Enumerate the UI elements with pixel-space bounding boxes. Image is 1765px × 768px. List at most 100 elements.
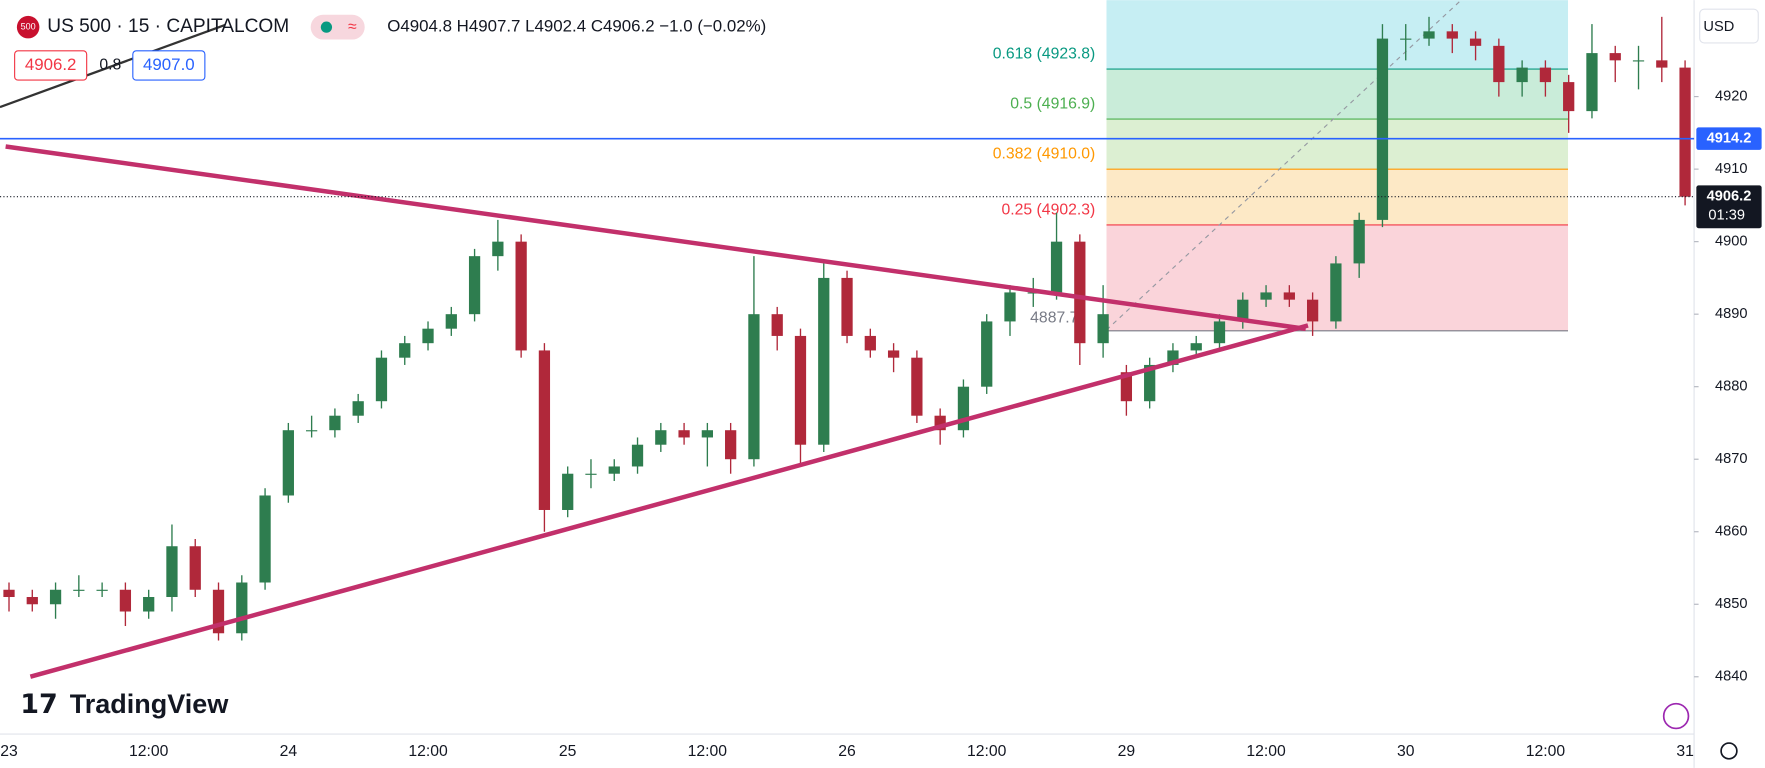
candle-body xyxy=(3,589,15,598)
candle-body xyxy=(655,430,667,445)
candle-body xyxy=(1306,299,1319,322)
candle-body xyxy=(794,335,807,445)
candle-body xyxy=(73,589,85,591)
candle-body xyxy=(1097,314,1109,344)
candle-body xyxy=(1237,299,1249,322)
symbol: US 500 · 15 · CAPITALCOM xyxy=(47,16,289,37)
candle-body xyxy=(352,401,364,416)
triangle-upper xyxy=(5,144,1307,332)
candle-body xyxy=(1539,67,1552,83)
candle-body xyxy=(1190,343,1202,351)
candle-body xyxy=(329,415,341,431)
candle-body xyxy=(399,343,411,358)
y-tick-label: 4910 xyxy=(1715,161,1748,177)
settings-icon[interactable] xyxy=(1720,742,1738,760)
y-tick-label: 4850 xyxy=(1715,596,1748,612)
candle-body xyxy=(911,357,923,416)
y-tick-label: 4900 xyxy=(1715,234,1748,250)
x-tick-label: 12:00 xyxy=(1526,743,1566,760)
candle-body xyxy=(143,597,155,612)
x-tick-label: 12:00 xyxy=(408,743,448,760)
candle-body xyxy=(1283,292,1295,300)
x-tick-label: 12:00 xyxy=(967,743,1007,760)
fib-level-label: 4887.7 xyxy=(1030,310,1078,327)
last-price-box xyxy=(1696,185,1762,229)
x-tick-label: 12:00 xyxy=(1246,743,1286,760)
x-tick-label: 29 xyxy=(1118,743,1136,760)
candle-body xyxy=(119,589,132,612)
candles xyxy=(3,16,1691,641)
logo-mark: 𝟭𝟳 xyxy=(20,689,58,719)
currency[interactable]: USD xyxy=(1703,19,1734,35)
candle-body xyxy=(445,314,457,329)
bid[interactable]: 4906.2 xyxy=(25,55,77,74)
fib-level-label: 0.5 (4916.9) xyxy=(1010,96,1095,113)
candle-body xyxy=(1144,364,1156,402)
x-tick-label: 23 xyxy=(0,743,18,760)
y-tick-label: 4890 xyxy=(1715,306,1748,322)
candle-body xyxy=(981,321,993,387)
candle-body xyxy=(1400,38,1412,40)
x-tick-label: 30 xyxy=(1397,743,1415,760)
candle-body xyxy=(26,597,38,605)
candle-body xyxy=(562,473,574,510)
candle-body xyxy=(492,241,504,257)
candle-body xyxy=(1260,292,1272,300)
y-tick-label: 4860 xyxy=(1715,524,1748,540)
fib-level-label: 0.618 (4923.8) xyxy=(993,46,1095,63)
y-tick-label: 4840 xyxy=(1715,669,1748,685)
candle-body xyxy=(608,466,620,474)
candle-body xyxy=(96,589,108,591)
triangle-lower xyxy=(29,323,1309,679)
x-tick-label: 25 xyxy=(559,743,577,760)
candle-body xyxy=(538,350,551,510)
x-tick-label: 24 xyxy=(280,743,298,760)
candle-body xyxy=(1004,292,1016,322)
status-pill[interactable] xyxy=(310,14,365,40)
candle-body xyxy=(236,582,248,634)
trend-line xyxy=(0,23,226,109)
currency-box[interactable] xyxy=(1699,8,1759,44)
candle-body xyxy=(1050,241,1063,293)
candle-body xyxy=(725,430,737,460)
candle-body xyxy=(841,277,853,336)
brand: TradingView xyxy=(70,689,230,719)
candle-body xyxy=(1167,350,1179,365)
y-tick-label: 4880 xyxy=(1715,379,1748,395)
candle-body xyxy=(189,546,201,590)
fib-zone xyxy=(1106,0,1569,70)
candle-body xyxy=(1632,60,1645,62)
candle-body xyxy=(864,335,876,351)
candle-body xyxy=(1516,67,1528,83)
candle-body xyxy=(1586,53,1598,112)
candle-body xyxy=(1609,53,1621,61)
x-tick-label: 12:00 xyxy=(129,743,169,760)
candle-body xyxy=(1446,31,1458,39)
candle-body xyxy=(1074,241,1086,344)
ask-box[interactable] xyxy=(132,50,206,81)
candle-body xyxy=(1330,263,1342,322)
candle-body xyxy=(212,589,225,634)
y-tick-label: 4920 xyxy=(1715,88,1748,104)
ask[interactable]: 4907.0 xyxy=(143,55,195,74)
candle-body xyxy=(748,314,760,460)
candle-body xyxy=(49,589,62,605)
ohlc: O4904.8 H4907.7 L4902.4 C4906.2 −1.0 (−0… xyxy=(387,17,766,36)
candle-body xyxy=(887,350,900,358)
x-tick-label: 12:00 xyxy=(688,743,728,760)
candle-body xyxy=(1027,292,1039,294)
x-tick-label: 26 xyxy=(838,743,856,760)
fib-zone xyxy=(1106,119,1569,170)
candle-body xyxy=(771,314,783,336)
candle-body xyxy=(515,241,527,351)
alert-icon[interactable] xyxy=(1662,702,1690,730)
candle-body xyxy=(166,546,178,598)
bid-box[interactable] xyxy=(14,50,88,81)
candle-body xyxy=(1563,82,1575,112)
candle-body xyxy=(678,430,690,438)
x-tick-label: 31 xyxy=(1676,743,1694,760)
candle-body xyxy=(306,430,318,432)
spread: 0.8 xyxy=(99,57,121,74)
